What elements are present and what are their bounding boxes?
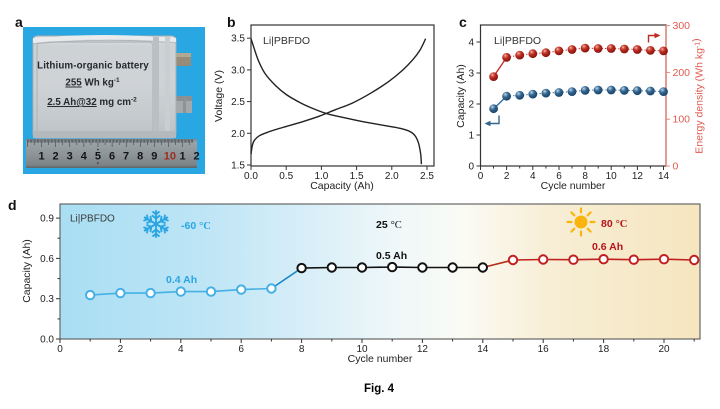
svg-text:0.5: 0.5 <box>279 171 293 182</box>
svg-text:3: 3 <box>67 151 73 163</box>
svg-text:Capacity (Ah): Capacity (Ah) <box>310 180 374 192</box>
svg-text:5: 5 <box>95 151 101 163</box>
svg-text:300: 300 <box>673 20 691 32</box>
svg-text:2: 2 <box>468 100 474 111</box>
svg-text:4: 4 <box>468 38 474 49</box>
svg-text:10: 10 <box>164 151 176 163</box>
svg-text:80 °C: 80 °C <box>601 218 627 230</box>
svg-text:4: 4 <box>81 151 88 163</box>
svg-text:1: 1 <box>468 131 474 142</box>
svg-text:100: 100 <box>673 114 691 126</box>
svg-text:200: 200 <box>673 67 691 79</box>
svg-text:0.3: 0.3 <box>40 294 54 305</box>
svg-text:12: 12 <box>417 344 429 355</box>
svg-text:0: 0 <box>468 162 474 173</box>
svg-text:Capacity (Ah): Capacity (Ah) <box>21 239 33 303</box>
svg-text:3.0: 3.0 <box>231 65 245 76</box>
svg-text:18: 18 <box>598 344 610 355</box>
svg-text:0: 0 <box>57 344 63 355</box>
svg-text:9: 9 <box>151 151 157 163</box>
svg-text:3: 3 <box>468 69 474 80</box>
svg-text:6: 6 <box>238 344 244 355</box>
svg-text:0.0: 0.0 <box>244 171 258 182</box>
svg-text:7: 7 <box>123 151 129 163</box>
svg-text:0.6 Ah: 0.6 Ah <box>592 241 623 253</box>
svg-text:255 Wh kg-1: 255 Wh kg-1 <box>65 77 120 89</box>
svg-text:0.6: 0.6 <box>40 254 54 265</box>
svg-text:2: 2 <box>194 151 200 163</box>
svg-text:Capacity (Ah): Capacity (Ah) <box>455 64 467 128</box>
svg-text:2.0: 2.0 <box>231 129 245 140</box>
svg-text:Energy density (Wh kg-1): Energy density (Wh kg-1) <box>691 38 706 153</box>
svg-text:Cycle number: Cycle number <box>348 353 413 365</box>
svg-text:Lithium-organic battery: Lithium-organic battery <box>37 61 149 72</box>
svg-text:2: 2 <box>504 171 510 182</box>
svg-text:2.5: 2.5 <box>231 97 245 108</box>
svg-text:0.9: 0.9 <box>40 214 54 225</box>
svg-text:2.5: 2.5 <box>420 171 434 182</box>
svg-text:1.5: 1.5 <box>231 161 245 172</box>
svg-text:2.5 Ah@32 mg cm-2: 2.5 Ah@32 mg cm-2 <box>47 97 137 109</box>
svg-text:10: 10 <box>606 171 618 182</box>
svg-text:0.0: 0.0 <box>40 335 54 346</box>
svg-text:14: 14 <box>477 344 489 355</box>
svg-text:8: 8 <box>582 171 588 182</box>
svg-text:12: 12 <box>632 171 644 182</box>
svg-text:Li|PBFDO: Li|PBFDO <box>494 35 541 47</box>
svg-text:2: 2 <box>118 344 124 355</box>
svg-text:2.0: 2.0 <box>385 171 399 182</box>
svg-text:Voltage (V): Voltage (V) <box>213 70 225 122</box>
svg-text:0.4 Ah: 0.4 Ah <box>166 274 197 286</box>
svg-text:4: 4 <box>178 344 184 355</box>
svg-text:Li|PBFDO: Li|PBFDO <box>263 35 310 47</box>
svg-text:2: 2 <box>53 151 59 163</box>
svg-text:0.5 Ah: 0.5 Ah <box>376 250 407 262</box>
svg-text:6: 6 <box>556 171 562 182</box>
svg-text:0: 0 <box>478 171 484 182</box>
svg-text:8: 8 <box>137 151 143 163</box>
svg-text:0: 0 <box>673 161 679 173</box>
svg-text:1: 1 <box>38 151 44 163</box>
svg-text:20: 20 <box>658 344 670 355</box>
svg-text:4: 4 <box>530 171 536 182</box>
svg-text:Cycle number: Cycle number <box>541 180 606 192</box>
svg-text:25 °C: 25 °C <box>376 219 402 231</box>
svg-text:1.5: 1.5 <box>350 171 364 182</box>
svg-text:3.5: 3.5 <box>231 34 245 45</box>
svg-text:-60 °C: -60 °C <box>181 220 211 232</box>
svg-text:6: 6 <box>109 151 115 163</box>
svg-text:Li|PBFDO: Li|PBFDO <box>70 214 115 225</box>
svg-text:1.0: 1.0 <box>314 171 328 182</box>
svg-text:8: 8 <box>299 344 305 355</box>
svg-text:16: 16 <box>538 344 550 355</box>
svg-text:14: 14 <box>658 171 670 182</box>
svg-text:1: 1 <box>179 151 185 163</box>
svg-text:10: 10 <box>356 344 368 355</box>
